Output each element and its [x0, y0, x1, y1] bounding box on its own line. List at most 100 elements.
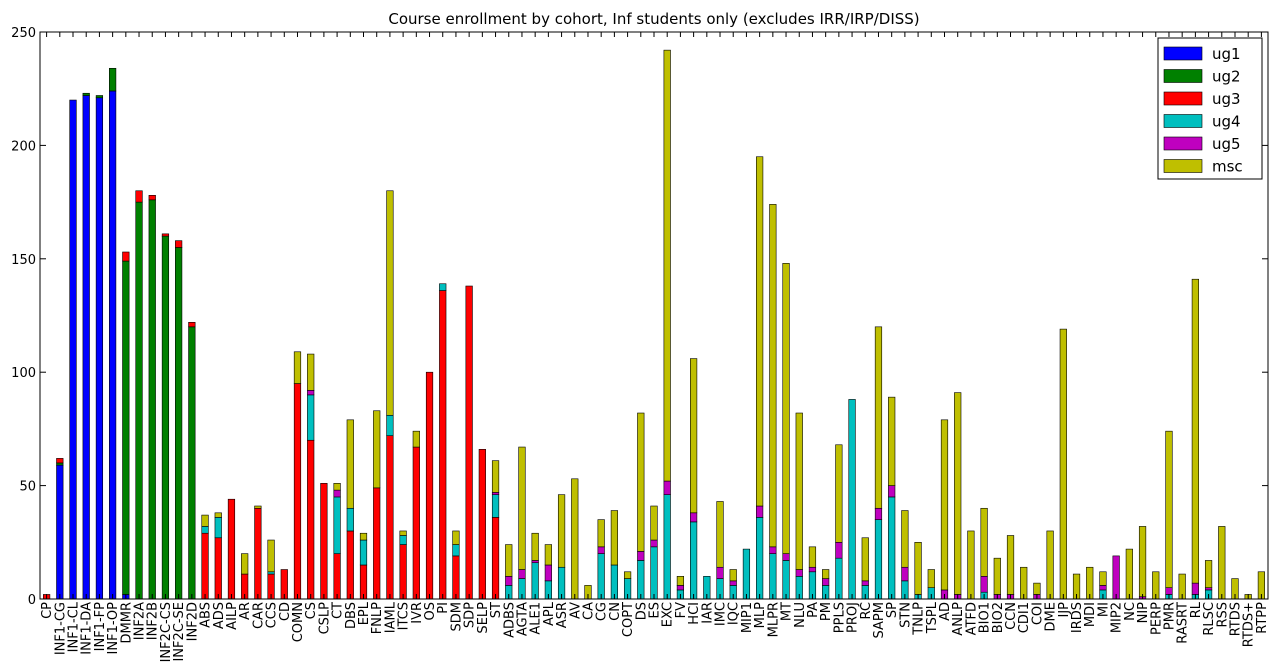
- bar-ug4-mlpr: [769, 553, 777, 600]
- bar-ug3-epl: [359, 564, 368, 600]
- bar-msc-rss: [1218, 526, 1226, 600]
- bar-ug2-dmmr: [122, 260, 130, 595]
- bar-msc-cs: [307, 353, 315, 391]
- bar-ug5-sp: [888, 485, 896, 498]
- legend-label-ug3: ug3: [1212, 90, 1241, 108]
- bar-ug3-inf2a: [135, 190, 143, 203]
- x-tick-label-copt: COPT: [621, 602, 636, 637]
- bar-msc-anlp: [954, 392, 962, 595]
- x-tick-label-av: AV: [568, 602, 583, 619]
- bar-ug1-inf1-cg: [56, 464, 64, 600]
- bar-msc-av: [571, 478, 579, 600]
- x-tick-label-rtpp: RTPP: [1255, 602, 1270, 634]
- bar-ug4-itcs: [399, 535, 407, 545]
- x-tick-label-inf1-op: INF1-OP: [106, 602, 121, 655]
- legend-label-ug5: ug5: [1212, 135, 1241, 153]
- x-tick-label-abs: ABS: [199, 602, 214, 628]
- bar-msc-pmr: [1165, 430, 1173, 588]
- bar-ug2-inf1-da: [82, 92, 90, 96]
- bar-msc-ads: [214, 512, 222, 518]
- x-tick-label-iqc: IQC: [727, 602, 742, 625]
- bar-msc-adbs: [505, 544, 513, 577]
- x-tick-label-nip: NIP: [1136, 602, 1151, 624]
- x-tick-label-pm: PM: [819, 602, 834, 621]
- bar-msc-fnlp: [373, 410, 381, 489]
- x-tick-label-rss: RSS: [1215, 602, 1230, 628]
- bar-msc-nlu: [795, 412, 803, 570]
- bar-msc-epl: [359, 532, 368, 541]
- bar-msc-ppls: [835, 444, 843, 543]
- bar-ug4-st: [491, 494, 500, 518]
- bar-msc-asr: [557, 494, 566, 568]
- bar-msc-mlpr: [769, 204, 777, 548]
- bar-ug4-abs: [201, 526, 209, 534]
- x-tick-label-cslp: CSLP: [317, 602, 332, 635]
- x-tick-label-es: ES: [648, 602, 663, 618]
- bar-msc-st: [491, 460, 500, 493]
- x-tick-label-tnlp: TNLP: [912, 602, 927, 636]
- x-tick-label-rl: RL: [1189, 601, 1204, 618]
- bar-msc-coi: [1033, 582, 1041, 595]
- bar-ug2-inf2b: [148, 199, 156, 600]
- x-tick-label-mt: MT: [780, 602, 795, 621]
- bar-ug3-selp: [478, 449, 486, 600]
- bar-ug2-inf2a: [135, 201, 143, 600]
- bar-ug4-mlp: [756, 517, 764, 600]
- y-tick-label: 200: [11, 139, 36, 154]
- bar-msc-hci: [690, 358, 698, 514]
- x-tick-label-comn: COMN: [291, 602, 306, 642]
- bar-ug5-exc: [663, 480, 671, 495]
- legend-label-msc: msc: [1212, 158, 1243, 176]
- bar-msc-abs: [201, 514, 209, 527]
- bar-ug5-imc: [716, 566, 724, 579]
- bar-msc-car: [254, 505, 262, 509]
- bar-ug5-ds: [637, 551, 645, 561]
- bar-ug5-nlu: [795, 569, 803, 577]
- x-tick-label-st: ST: [489, 602, 504, 618]
- x-tick-label-inf1-cl: INF1-CL: [67, 601, 82, 652]
- bar-msc-copt: [623, 571, 632, 579]
- bar-ug4-cs: [307, 394, 315, 441]
- x-tick-label-mlpr: MLPR: [766, 602, 781, 637]
- bar-ug2-inf1-cg: [56, 462, 64, 466]
- bar-msc-apl: [544, 544, 552, 566]
- legend-swatch-ug1: [1163, 46, 1203, 61]
- x-tick-label-rtds: RTDS: [1228, 602, 1243, 636]
- bar-ug5-cg: [597, 546, 605, 554]
- bar-msc-ivr: [412, 430, 420, 448]
- y-tick-label: 0: [28, 593, 36, 608]
- bar-ug3-inf2b: [148, 195, 156, 201]
- bar-msc-itcs: [399, 530, 407, 536]
- bar-msc-dme: [1046, 530, 1054, 600]
- bar-msc-ijp: [1059, 328, 1067, 600]
- bar-ug2-inf1-op: [109, 67, 117, 92]
- bar-ug4-iaml: [386, 414, 394, 437]
- bar-msc-sdm: [452, 530, 460, 545]
- bar-ug3-comn: [293, 383, 302, 600]
- bar-ug5-adbs: [505, 576, 513, 586]
- bar-ug3-os: [425, 371, 434, 600]
- x-tick-label-inf1-da: INF1-DA: [80, 602, 95, 655]
- x-tick-label-iaml: IAML: [383, 601, 398, 633]
- bar-ug5-mlpr: [769, 546, 777, 554]
- x-tick-label-cp: CP: [40, 602, 55, 619]
- bar-msc-agta: [518, 446, 526, 570]
- x-tick-label-pmr: PMR: [1162, 602, 1177, 630]
- x-tick-label-ppls: PPLS: [832, 602, 847, 633]
- x-tick-label-iar: IAR: [700, 602, 715, 624]
- bar-ug3-fnlp: [373, 487, 381, 600]
- bar-ug5-ale1: [531, 560, 539, 564]
- x-tick-label-inf2d: INF2D: [185, 602, 200, 641]
- x-tick-label-tspl: TSPL: [925, 601, 940, 634]
- plot-frame: [39, 31, 1269, 600]
- x-tick-label-rasrt: RASRT: [1176, 602, 1191, 644]
- bar-ug5-mt: [782, 553, 790, 561]
- bar-ug3-itcs: [399, 544, 407, 600]
- x-tick-label-dme: DME: [1044, 602, 1059, 631]
- legend-label-ug1: ug1: [1212, 45, 1241, 63]
- bar-ug4-es: [650, 546, 658, 600]
- x-tick-label-stn: STN: [898, 602, 913, 628]
- bar-ug4-sdm: [452, 544, 460, 557]
- legend-label-ug2: ug2: [1212, 68, 1241, 86]
- bar-msc-atfd: [967, 530, 975, 600]
